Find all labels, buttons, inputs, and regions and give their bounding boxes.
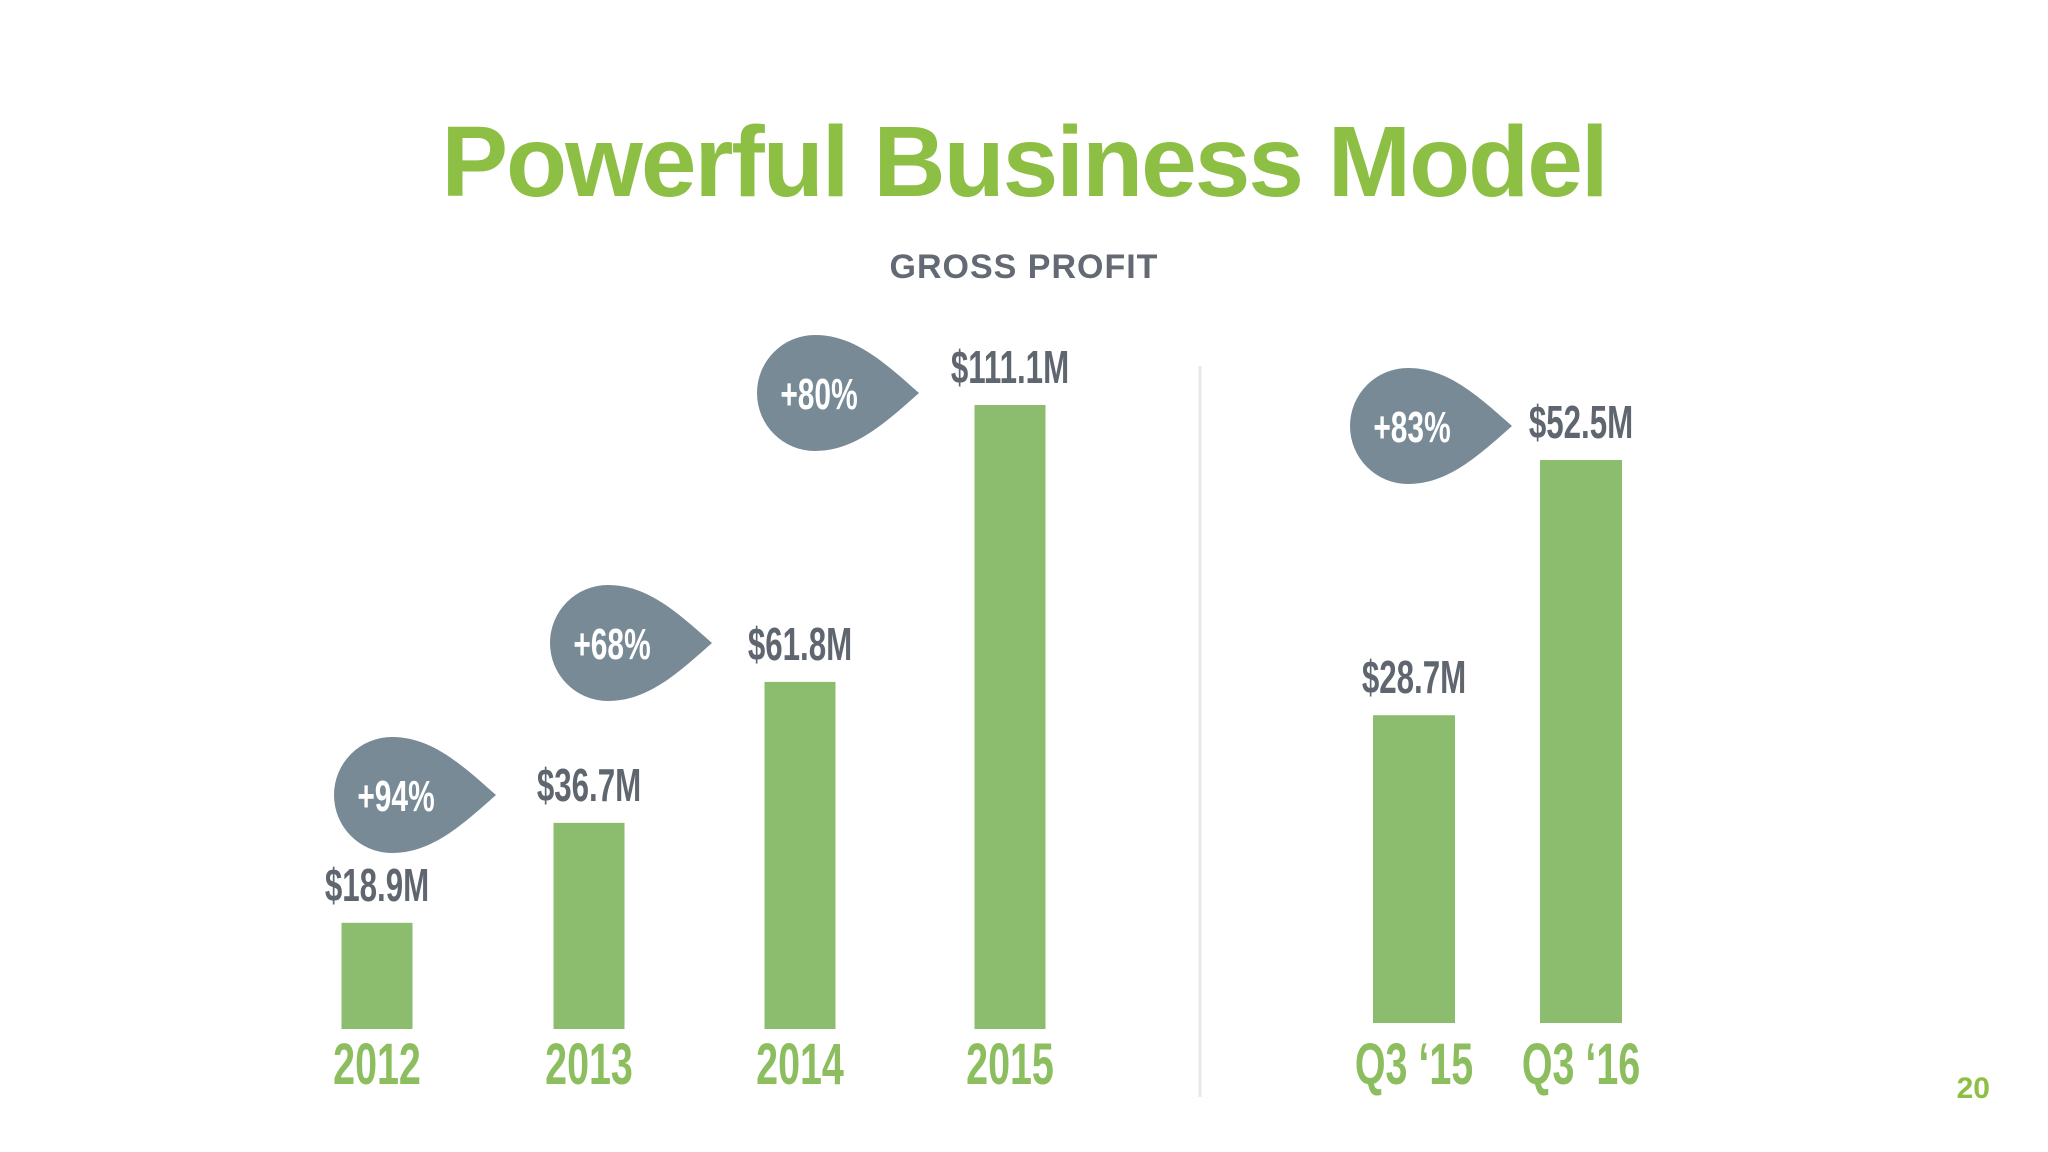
bar-2012 [341,922,413,1029]
category-label: 2014 [756,1031,844,1096]
category-label: Q3 ‘15 [1355,1031,1473,1096]
growth-label: +83% [1373,402,1450,451]
growth-badge [334,737,496,853]
category-label: 2012 [333,1031,421,1096]
growth-label: +68% [573,619,650,668]
growth-label: +80% [780,369,857,418]
growth-badge [1350,368,1512,484]
bar-2013 [553,822,625,1029]
growth-badge [550,585,712,701]
category-label: Q3 ‘16 [1522,1031,1640,1096]
bar-2015 [974,405,1046,1029]
category-label: 2013 [545,1031,633,1096]
value-label: $18.9M [325,860,429,911]
page-number: 20 [1956,1072,1990,1105]
value-label: $52.5M [1529,397,1633,448]
growth-label: +94% [357,771,434,820]
growth-badge [757,335,919,451]
value-label: $61.8M [748,619,852,670]
value-label: $111.1M [951,342,1069,393]
value-label: $36.7M [537,760,641,811]
category-label: 2015 [966,1031,1054,1096]
bar-2014 [764,681,836,1029]
slide-title: Powerful Business Model [441,106,1608,218]
chart-title: GROSS PROFIT [889,248,1159,286]
value-label: $28.7M [1362,652,1466,703]
bar-Q315 [1373,715,1455,1023]
bar-Q316 [1540,460,1622,1023]
